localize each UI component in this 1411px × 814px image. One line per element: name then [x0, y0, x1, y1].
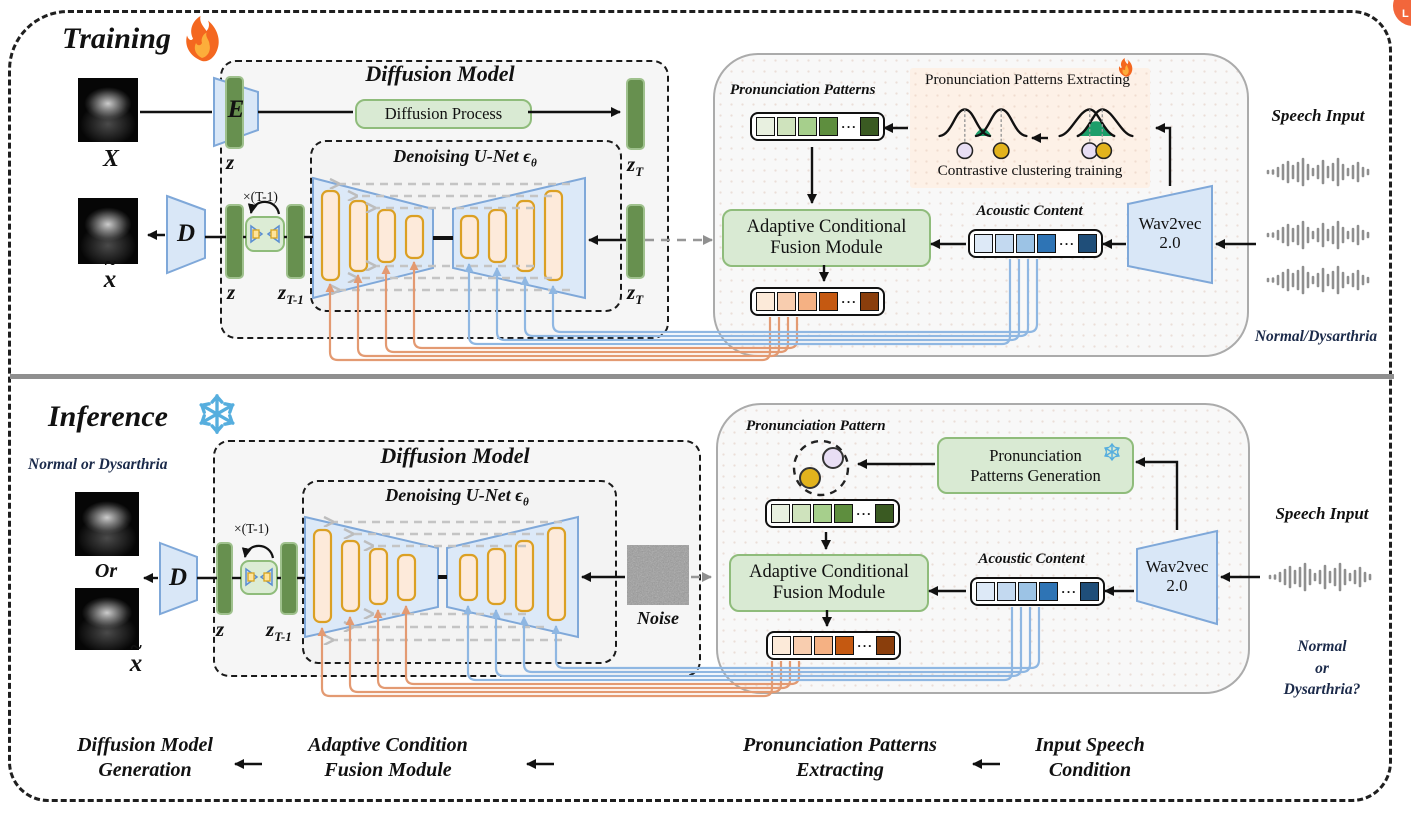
diffusion-model-title: Diffusion Model	[365, 61, 515, 86]
patterns-generation-line1: Pronunciation	[989, 445, 1082, 465]
training-section-title: Training	[62, 22, 171, 55]
encoder-label: E	[227, 96, 245, 123]
speech-type-caption-line3: Dysarthria?	[1283, 681, 1361, 698]
wav2vec-label: Wav2vec 2.0	[1138, 214, 1202, 253]
acoustic-content-label: Acoustic Content	[976, 203, 1083, 219]
flow-step-patterns-extracting: Pronunciation Patterns Extracting	[743, 734, 937, 781]
inference-acfm-box: Adaptive Conditional Fusion Module	[729, 554, 929, 612]
inference-acoustic-vector: ···	[970, 577, 1106, 606]
loop-count-label: ×(T-1)	[234, 521, 269, 536]
patterns-extracting-title: Pronunciation Patterns Extracting	[925, 71, 1130, 88]
output-type-caption: Normal or Dysarthria	[28, 456, 168, 473]
latent-z-label: z	[227, 280, 236, 304]
reconstructed-image-label: x ~	[129, 634, 143, 677]
latent-zT-label: zT	[627, 152, 644, 180]
acfm-label-line2: Fusion Module	[772, 583, 886, 603]
section-divider	[10, 374, 1394, 379]
denoising-unet-title: Denoising U-Net ϵθ	[385, 485, 529, 509]
diffusion-process-box: Diffusion Process	[355, 99, 532, 129]
ultrasound-image-input	[78, 78, 138, 142]
training-fused-vector: ···	[750, 287, 886, 316]
denoising-unet-title: Denoising U-Net ϵθ	[393, 146, 537, 170]
latent-z-label: z	[226, 150, 235, 174]
ultrasound-image-dysarthria-output	[75, 588, 139, 650]
patterns-generation-box: Pronunciation Patterns Generation	[937, 437, 1134, 494]
figure-dashed-border	[8, 10, 1392, 802]
training-pronunciation-vector: ···	[750, 112, 886, 141]
noise-label: Noise	[637, 608, 679, 628]
reconstructed-image-label: x ~	[103, 250, 117, 293]
latent-zT-label: zT	[627, 280, 644, 308]
corner-badge[interactable]: L	[1393, 0, 1411, 26]
training-acoustic-vector: ···	[968, 229, 1104, 258]
speech-type-caption: Normal/Dysarthria	[1254, 328, 1378, 345]
or-label: Or	[94, 560, 118, 582]
inference-pronunciation-vector: ···	[765, 499, 901, 528]
latent-z-label: z	[216, 617, 225, 641]
speech-type-caption-line1: Normal	[1297, 638, 1347, 655]
training-acfm-box: Adaptive Conditional Fusion Module	[722, 209, 931, 267]
flow-step-fusion-module: Adaptive Condition Fusion Module	[308, 734, 468, 781]
decoder-label: D	[168, 564, 188, 591]
acfm-label-line1: Adaptive Conditional	[749, 562, 909, 582]
decoder-label: D	[176, 220, 196, 247]
inference-section-title: Inference	[48, 400, 168, 433]
input-image-label: X	[102, 146, 119, 172]
acfm-label-line1: Adaptive Conditional	[746, 217, 907, 237]
patterns-generation-line2: Patterns Generation	[970, 465, 1101, 485]
speech-type-caption-line2: or	[1315, 660, 1329, 677]
diffusion-process-label: Diffusion Process	[384, 104, 503, 123]
inference-fused-vector: ···	[766, 631, 902, 660]
wav2vec-label: Wav2vec 2.0	[1145, 557, 1209, 596]
flow-step-diffusion-generation: Diffusion Model Generation	[77, 734, 213, 781]
diffusion-model-title: Diffusion Model	[380, 443, 530, 468]
pronunciation-patterns-label: Pronunciation Patterns	[730, 82, 876, 98]
acoustic-content-label: Acoustic Content	[978, 551, 1085, 567]
ultrasound-image-reconstructed	[78, 198, 138, 264]
contrastive-clustering-caption: Contrastive clustering training	[937, 162, 1123, 179]
ultrasound-image-normal-output	[75, 492, 139, 556]
pronunciation-pattern-label: Pronunciation Pattern	[746, 418, 886, 434]
latent-zT1-label: zT-1	[266, 617, 292, 645]
acfm-label-line2: Fusion Module	[770, 238, 883, 258]
latent-zT1-label: zT-1	[278, 280, 304, 308]
corner-badge-label: L	[1402, 8, 1409, 20]
loop-count-label: ×(T-1)	[243, 189, 278, 204]
speech-input-title: Speech Input	[1271, 106, 1365, 125]
speech-input-title: Speech Input	[1275, 504, 1369, 523]
flow-step-input-speech: Input Speech Condition	[1035, 734, 1145, 781]
